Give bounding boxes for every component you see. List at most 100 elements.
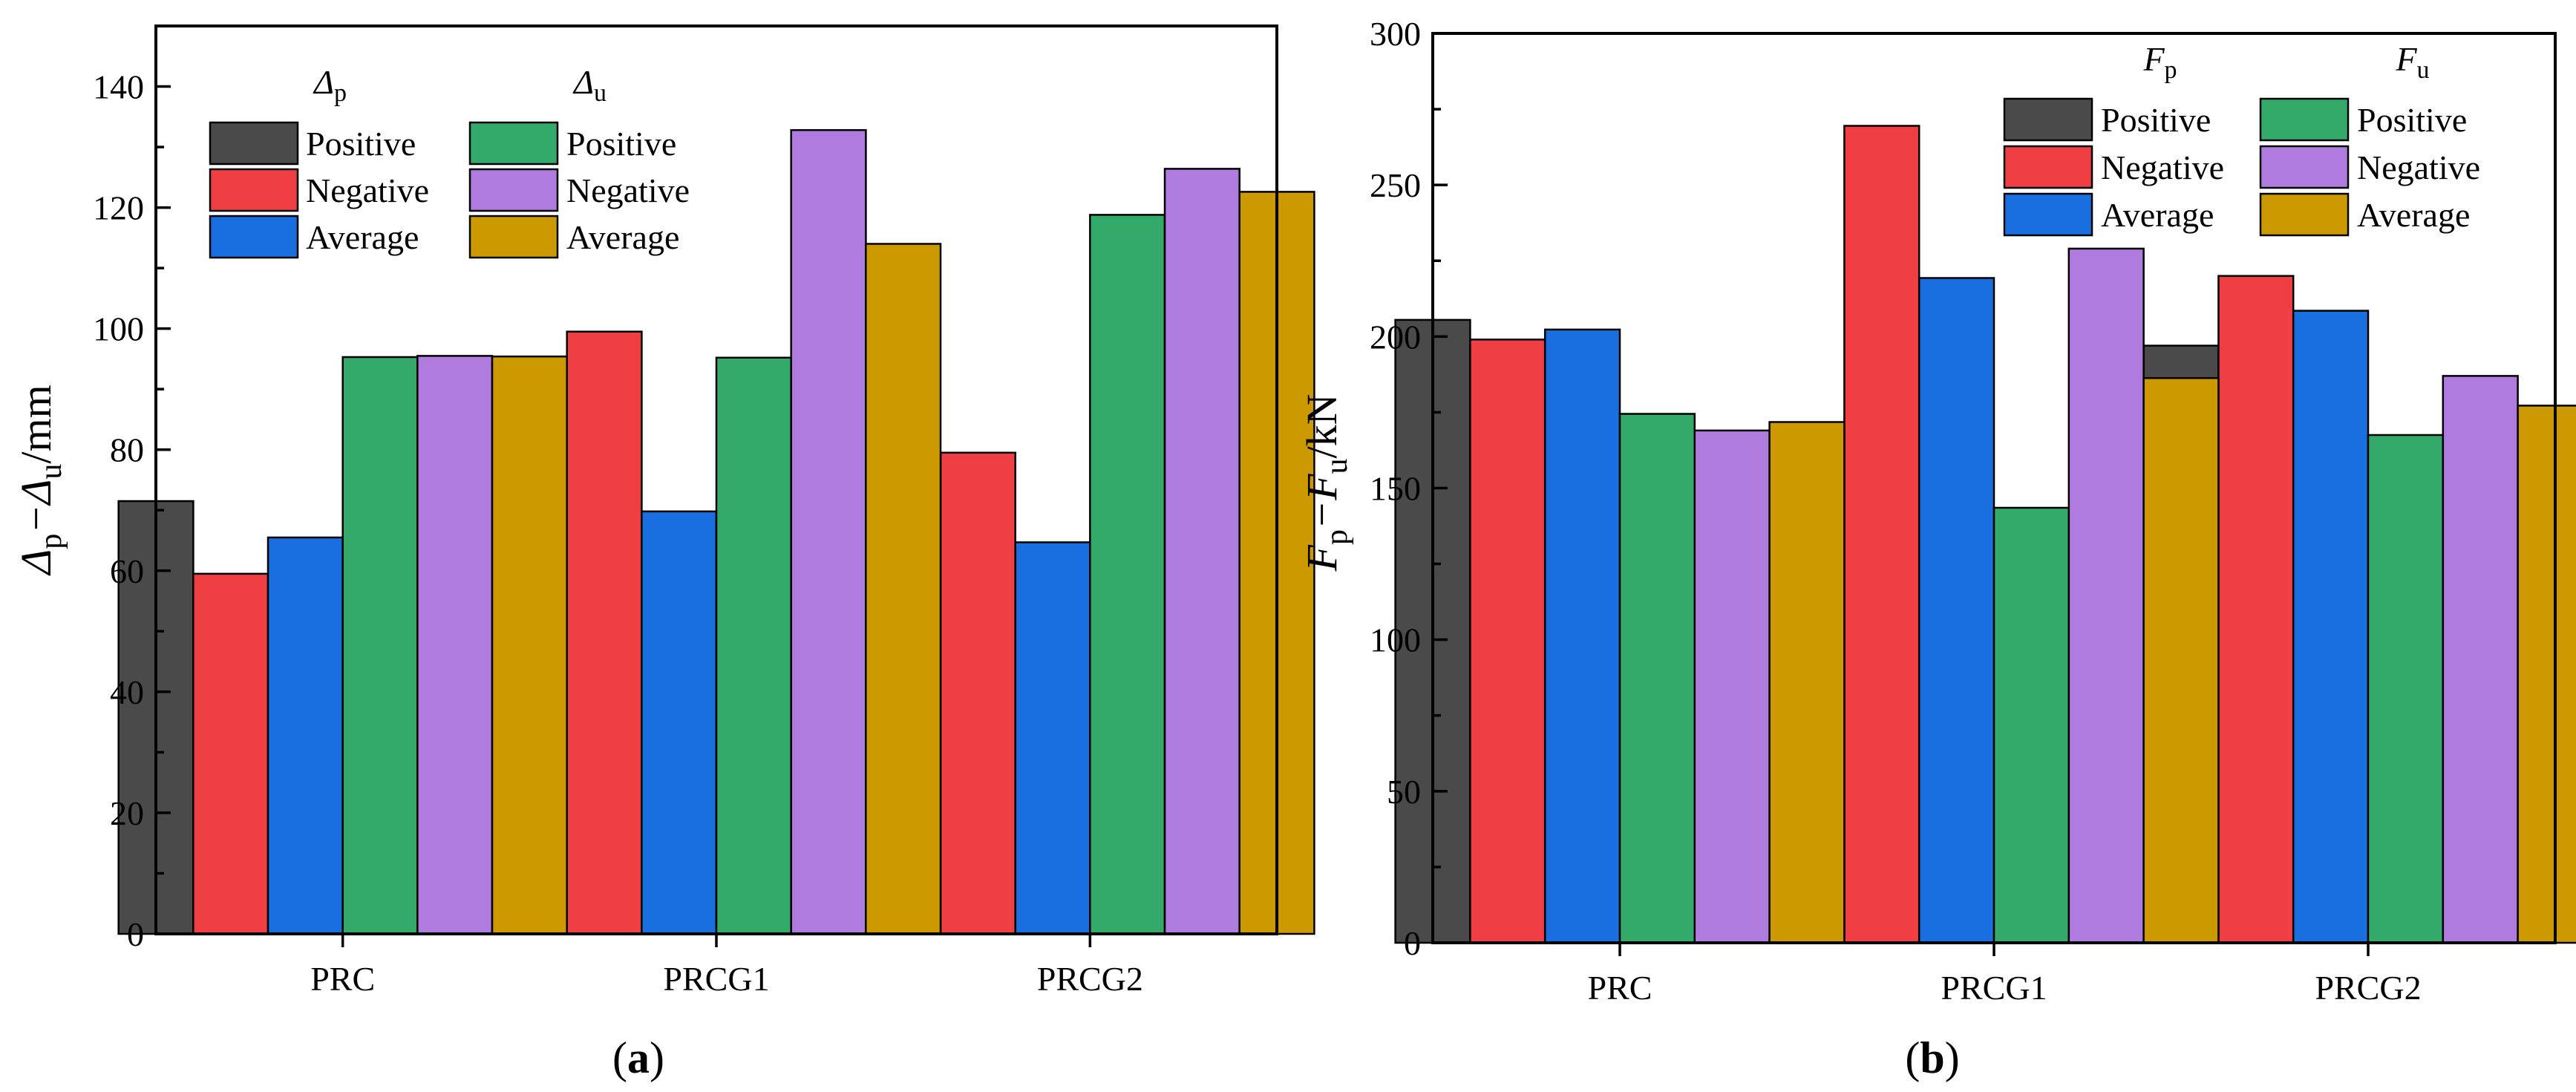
y-axis-title-sub1: p xyxy=(1320,529,1354,545)
y-tick-label: 150 xyxy=(1370,470,1421,508)
bar-prcg2-positive-1 xyxy=(1089,214,1166,935)
panel-label-letter: a xyxy=(627,1033,650,1082)
y-tick-label: 40 xyxy=(110,673,144,711)
legend-label-average: Average xyxy=(306,218,419,256)
legend-label-negative: Negative xyxy=(306,171,429,209)
panel-label: (b) xyxy=(1905,1033,1959,1082)
bar-prcg1-negative-0 xyxy=(566,330,643,935)
bar-prcg2-negative-0 xyxy=(939,451,1016,935)
bar-prcg2-negative-1 xyxy=(1163,168,1240,935)
bar-prcg2-average-0 xyxy=(2292,310,2370,944)
legend-swatch-negative xyxy=(209,168,299,212)
y-tick-label: 100 xyxy=(1370,621,1421,659)
legend-swatch-negative xyxy=(2003,145,2093,189)
y-tick-label: 140 xyxy=(93,68,144,106)
x-tick-label: PRC xyxy=(1588,969,1653,1007)
legend-label-negative: Negative xyxy=(566,171,690,209)
bar-prc-average-1 xyxy=(491,355,568,935)
bar-prc-average-0 xyxy=(267,536,344,935)
y-tick-label: 250 xyxy=(1370,166,1421,204)
legend-group-sub: u xyxy=(2417,56,2430,84)
y-axis-title: Δp−Δu/mm xyxy=(12,385,68,576)
y-axis-title-sub2: u xyxy=(1320,458,1354,474)
y-axis-title-sub2: u xyxy=(34,464,68,480)
legend-group-heading: Fp xyxy=(2142,40,2177,84)
legend-swatch-positive xyxy=(468,121,559,166)
y-tick-label: 80 xyxy=(110,431,144,469)
bar-prc-average-1 xyxy=(1768,421,1846,944)
bar-prcg2-average-1 xyxy=(2517,405,2576,944)
legend-swatch-average xyxy=(2003,192,2093,237)
panel-label: (a) xyxy=(612,1033,664,1082)
legend-swatch-positive xyxy=(2003,97,2093,142)
bar-prcg1-average-0 xyxy=(1918,277,1995,944)
legend-group-symbol: F xyxy=(2395,40,2417,78)
legend-group-sub: p xyxy=(2165,56,2177,84)
legend-group-symbol: Δ xyxy=(572,63,594,101)
y-axis-title: Fp−Fu/kN xyxy=(1298,393,1354,572)
bar-prcg1-average-1 xyxy=(2142,377,2220,944)
x-axis: PRC PRCG1 PRCG2 xyxy=(1588,943,2422,1007)
y-axis-title-main: Δ xyxy=(12,549,60,576)
bar-prcg2-negative-0 xyxy=(2217,275,2295,944)
legend-swatch-negative xyxy=(2259,145,2350,189)
y-axis-title-main: F xyxy=(1298,545,1346,572)
panel-label-open: ( xyxy=(1905,1033,1920,1082)
legend-swatch-average xyxy=(468,215,559,259)
y-axis-title-mid: −F xyxy=(1298,474,1346,529)
legend-label-average: Average xyxy=(2357,196,2470,234)
legend: Δp ΔuPositiveNegativeAveragePositiveNegat… xyxy=(209,63,690,259)
y-tick-label: 300 xyxy=(1370,15,1421,53)
legend-group-sub: p xyxy=(334,79,347,107)
y-axis-title-mid: −Δ xyxy=(12,480,60,534)
legend-label-average: Average xyxy=(566,218,679,256)
legend-group-heading: Δp xyxy=(313,63,347,107)
y-tick-label: 20 xyxy=(110,794,144,832)
panel-label-open: ( xyxy=(612,1033,627,1082)
y-tick-label: 100 xyxy=(93,310,144,348)
legend-label-negative: Negative xyxy=(2101,148,2224,186)
legend-group-symbol: F xyxy=(2142,40,2165,78)
x-tick-label: PRCG2 xyxy=(1037,960,1143,998)
y-axis-title-tail: /mm xyxy=(12,385,60,463)
y-tick-label: 60 xyxy=(110,552,144,590)
bar-prcg1-negative-1 xyxy=(2067,247,2145,944)
y-axis: 0 50 100 150 200 250 300 xyxy=(1370,15,1448,962)
legend-label-positive: Positive xyxy=(306,125,416,163)
legend-label-positive: Positive xyxy=(2357,101,2467,139)
y-axis-title-sub1: p xyxy=(34,534,68,549)
panel-label-close: ) xyxy=(1945,1033,1960,1082)
bar-prcg2-negative-1 xyxy=(2442,375,2519,944)
bar-prcg1-average-1 xyxy=(865,243,942,935)
legend-label-negative: Negative xyxy=(2357,148,2480,186)
legend-swatch-positive xyxy=(2259,97,2350,142)
x-tick-label: PRCG2 xyxy=(2315,969,2421,1007)
bar-prcg1-average-0 xyxy=(641,510,718,935)
panel-label-letter: b xyxy=(1920,1033,1944,1082)
bar-prcg2-positive-1 xyxy=(2367,434,2445,944)
bar-prcg1-positive-1 xyxy=(715,356,792,935)
y-axis: 0 20 40 60 80 100 120 140 xyxy=(93,24,171,953)
y-axis-title-tail: /kN xyxy=(1298,393,1346,458)
bar-prc-positive-1 xyxy=(1618,413,1696,944)
y-tick-label: 120 xyxy=(93,189,144,227)
x-tick-label: PRC xyxy=(310,960,375,998)
legend-swatch-average xyxy=(209,215,299,259)
y-tick-label: 200 xyxy=(1370,318,1421,356)
x-tick-label: PRCG1 xyxy=(1941,969,2047,1007)
y-tick-label: 50 xyxy=(1387,773,1421,811)
bar-prcg1-negative-0 xyxy=(1843,125,1920,944)
x-tick-label: PRCG1 xyxy=(663,960,769,998)
bar-prcg1-negative-1 xyxy=(790,128,867,935)
legend-swatch-negative xyxy=(468,168,559,212)
legend-label-average: Average xyxy=(2101,196,2214,234)
bar-prc-negative-0 xyxy=(192,572,269,935)
y-tick-label: 0 xyxy=(127,915,144,953)
legend: Fp FuPositiveNegativeAveragePositiveNegat… xyxy=(2003,40,2480,237)
bars xyxy=(1394,125,2576,944)
legend-group-heading: Δu xyxy=(572,63,607,107)
bar-prc-average-0 xyxy=(1543,328,1621,944)
bar-prcg2-average-0 xyxy=(1014,541,1091,935)
